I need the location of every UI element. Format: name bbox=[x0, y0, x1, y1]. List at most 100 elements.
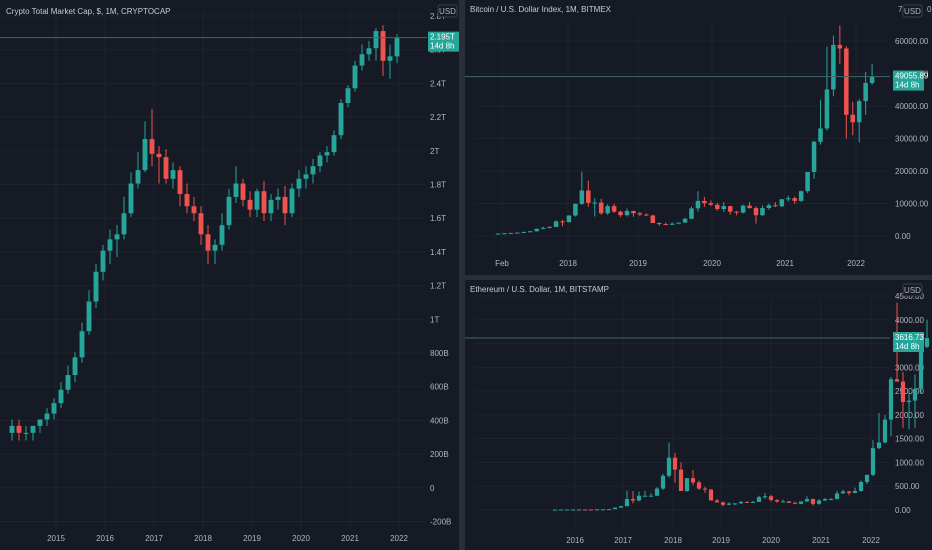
chart-b-top-tick-fragment-tail: 0 bbox=[927, 5, 932, 14]
chart-c-candle-body bbox=[672, 457, 678, 470]
chart-c-candle-body bbox=[732, 503, 738, 505]
chart-b-candle-body bbox=[579, 190, 585, 204]
chart-b-candles bbox=[495, 25, 875, 235]
chart-b-candle-body bbox=[785, 198, 791, 200]
chart-b-candle-body bbox=[637, 213, 643, 215]
chart-c-candle-body bbox=[660, 475, 666, 489]
chart-a-candle-body bbox=[51, 403, 57, 414]
chart-b-candle-body bbox=[656, 223, 662, 224]
chart-b-candle-body bbox=[650, 215, 656, 223]
chart-a-candle-body bbox=[289, 188, 295, 214]
chart-c-candle-body bbox=[864, 474, 870, 482]
chart-pane-ethereum[interactable]: 4500.004000.003500.003000.002500.002000.… bbox=[465, 280, 932, 550]
chart-b-candle-body bbox=[644, 214, 649, 216]
chart-b-candle-body bbox=[689, 208, 694, 219]
chart-c-y-tick-label: 1500.00 bbox=[895, 435, 924, 444]
chart-a-candle-body bbox=[352, 65, 358, 89]
chart-c-currency-button[interactable] bbox=[902, 283, 923, 297]
chart-b-candle-body bbox=[753, 208, 759, 216]
chart-a-candle-body bbox=[317, 155, 323, 167]
chart-c-candle-body bbox=[846, 491, 852, 493]
chart-b-candle-body bbox=[695, 200, 701, 209]
chart-a-candle-body bbox=[359, 54, 365, 66]
chart-c-candle-body bbox=[720, 502, 726, 505]
chart-c-candle-body bbox=[702, 488, 708, 490]
chart-a-candle-body bbox=[324, 152, 330, 156]
chart-b-candle-body bbox=[715, 204, 720, 210]
chart-pane-crypto-market-cap[interactable]: 2.8T2.6T2.4T2.2T2T1.8T1.6T1.4T1.2T1T800B… bbox=[0, 0, 459, 550]
chart-b-candle-body bbox=[540, 227, 546, 229]
chart-b-currency-button[interactable] bbox=[902, 4, 923, 18]
chart-c-y-tick-label: 4000.00 bbox=[895, 316, 924, 325]
chart-b-candle-body bbox=[682, 218, 688, 223]
chart-a-candle-body bbox=[184, 194, 190, 207]
vertical-divider[interactable] bbox=[459, 0, 465, 550]
chart-a-candle-body bbox=[212, 244, 218, 251]
chart-a-currency-button-label[interactable]: USD bbox=[439, 7, 456, 16]
chart-a-candle-body bbox=[282, 196, 288, 214]
chart-c-candle-body bbox=[918, 346, 924, 389]
chart-b-currency-button-label[interactable]: USD bbox=[904, 7, 921, 16]
chart-a-candle-body bbox=[37, 419, 43, 426]
chart-a-candle-body bbox=[93, 271, 99, 302]
chart-b-candle-body bbox=[618, 211, 623, 216]
chart-a-candle-body bbox=[303, 174, 309, 179]
chart-a-candle-body bbox=[149, 139, 155, 154]
chart-c-x-tick-label: 2016 bbox=[566, 536, 584, 545]
chart-c-candle-body bbox=[564, 509, 570, 511]
chart-b-candle-body bbox=[869, 76, 875, 83]
chart-a-candle-body bbox=[163, 157, 169, 179]
chart-b-candle-body bbox=[708, 203, 714, 205]
chart-c-x-tick-label: 2017 bbox=[614, 536, 632, 545]
chart-c-y-tick-label: 3000.00 bbox=[895, 363, 924, 372]
horizontal-divider[interactable] bbox=[465, 275, 932, 280]
chart-c-candle-body bbox=[738, 501, 744, 504]
chart-a-y-tick-label: 0 bbox=[430, 484, 435, 493]
chart-c-y-tick-label: 1000.00 bbox=[895, 458, 924, 467]
chart-c-x-tick-label: 2022 bbox=[862, 536, 880, 545]
chart-a-candle-body bbox=[310, 166, 316, 175]
chart-c-x-tick-label: 2021 bbox=[812, 536, 830, 545]
chart-b-candle-body bbox=[831, 44, 836, 90]
chart-c-candle-body bbox=[912, 388, 918, 401]
chart-a-candles bbox=[9, 25, 400, 441]
chart-a-x-tick-label: 2019 bbox=[243, 534, 261, 543]
chart-a-candle-body bbox=[170, 170, 176, 179]
chart-a-x-tick-label: 2020 bbox=[292, 534, 310, 543]
chart-svg-bitcoin[interactable]: 60000.0050000.0040000.0030000.0020000.00… bbox=[465, 0, 932, 275]
chart-c-candle-body bbox=[804, 499, 810, 502]
chart-c-candle-body bbox=[822, 499, 828, 501]
chart-c-candle-body bbox=[894, 379, 900, 382]
chart-a-candle-body bbox=[338, 102, 344, 136]
chart-a-grid bbox=[0, 10, 425, 530]
chart-svg-crypto-market-cap[interactable]: 2.8T2.6T2.4T2.2T2T1.8T1.6T1.4T1.2T1T800B… bbox=[0, 0, 459, 550]
chart-a-candle-body bbox=[156, 153, 162, 158]
chart-b-candle-body bbox=[663, 223, 668, 225]
chart-a-candle-body bbox=[100, 250, 106, 272]
chart-b-y-tick-label: 40000.00 bbox=[895, 102, 929, 111]
chart-a-y-tick-label: 200B bbox=[430, 450, 449, 459]
chart-c-price-label: 3616.73 bbox=[895, 333, 924, 342]
chart-b-candle-body bbox=[566, 215, 572, 223]
chart-c-candle-body bbox=[624, 499, 630, 507]
chart-c-candle-body bbox=[678, 469, 684, 491]
chart-a-candle-body bbox=[394, 37, 400, 57]
chart-b-candle-body bbox=[740, 205, 746, 213]
chart-a-candle-body bbox=[191, 206, 197, 214]
chart-a-candle-body bbox=[86, 301, 92, 332]
chart-b-candle-body bbox=[766, 205, 772, 209]
chart-c-candle-body bbox=[852, 490, 858, 493]
chart-c-candle-body bbox=[798, 501, 804, 504]
chart-a-candle-body bbox=[135, 170, 141, 184]
chart-pane-bitcoin[interactable]: 60000.0050000.0040000.0030000.0020000.00… bbox=[465, 0, 932, 275]
chart-c-currency-button-label[interactable]: USD bbox=[904, 286, 921, 295]
chart-a-y-tick-label: 2.4T bbox=[430, 79, 446, 88]
chart-a-currency-button[interactable] bbox=[437, 4, 458, 18]
chart-b-candle-body bbox=[779, 199, 785, 207]
chart-b-candle-body bbox=[502, 233, 507, 235]
chart-b-candle-body bbox=[773, 205, 778, 207]
chart-b-candle-body bbox=[824, 89, 830, 129]
chart-b-y-tick-label: 20000.00 bbox=[895, 167, 929, 176]
chart-svg-ethereum[interactable]: 4500.004000.003500.003000.002500.002000.… bbox=[465, 280, 932, 550]
chart-a-y-tick-label: 1T bbox=[430, 315, 439, 324]
